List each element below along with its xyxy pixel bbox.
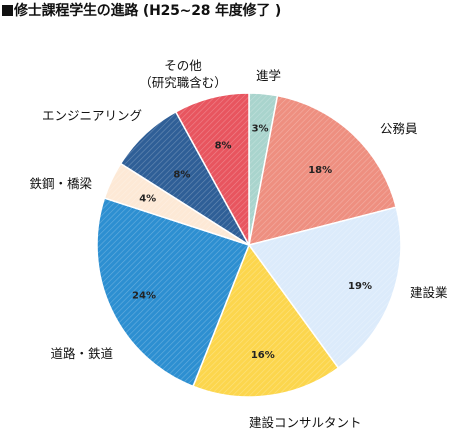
chart-title-text: 修士課程学生の進路 (H25~28 年度修了 )	[14, 3, 282, 19]
slice-category-label: その他 （研究職含む）	[139, 58, 227, 90]
title-square-icon	[2, 5, 13, 16]
slice-value-label: 8%	[215, 140, 232, 151]
slice-value-label: 3%	[252, 124, 269, 135]
slice-value-label: 8%	[173, 170, 190, 181]
slice-category-label-line: 建設業	[410, 285, 448, 300]
slice-value-label: 4%	[139, 193, 156, 204]
slice-category-label-line: 道路・鉄道	[50, 346, 113, 361]
slice-category-label: 進学	[256, 68, 281, 83]
slice-value-label: 18%	[308, 165, 332, 176]
pie-slice-hatch	[120, 111, 249, 245]
slice-category-label: 鉄鋼・橋梁	[29, 176, 92, 191]
slice-category-label: 道路・鉄道	[50, 346, 113, 361]
pie-slice-hatch	[175, 93, 249, 245]
slice-value-label: 19%	[348, 281, 372, 292]
pie-slice-hatch	[193, 245, 339, 398]
chart-title: 修士課程学生の進路 (H25~28 年度修了 )	[2, 0, 281, 20]
slice-category-label: 建設業	[410, 285, 448, 300]
slice-category-label-line: 建設コンサルタント	[249, 415, 362, 430]
slice-category-label-line: その他	[164, 58, 202, 73]
pie-slice-hatch	[249, 207, 401, 368]
slice-category-label-line: エンジニアリング	[42, 108, 142, 123]
slice-category-label-line: 鉄鋼・橋梁	[29, 176, 92, 191]
pie-slice-hatch	[97, 198, 250, 387]
slice-category-label-line: （研究職含む）	[139, 75, 227, 90]
slice-category-label: エンジニアリング	[42, 108, 142, 123]
pie-slice-hatch	[104, 163, 249, 245]
slice-category-label: 公務員	[380, 121, 418, 136]
slice-category-label-line: 進学	[256, 68, 281, 83]
slice-category-label-line: 公務員	[380, 121, 418, 136]
slice-category-label: 建設コンサルタント	[249, 415, 362, 430]
pie-slice-hatch	[249, 95, 397, 245]
slice-value-label: 16%	[251, 350, 275, 361]
slice-value-label: 24%	[132, 290, 156, 301]
